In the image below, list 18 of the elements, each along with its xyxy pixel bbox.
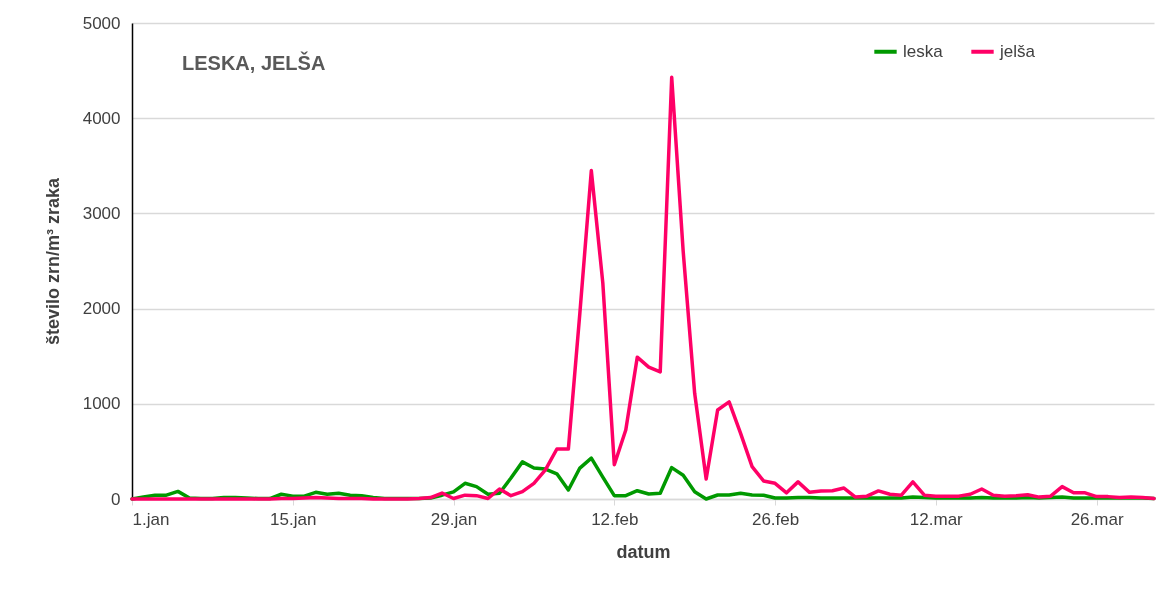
y-axis-title: število zrn/m³ zraka xyxy=(42,176,63,346)
legend-label: leska xyxy=(903,41,944,61)
x-tick-label: 26.mar xyxy=(1070,509,1124,529)
x-tick-label: 12.mar xyxy=(909,509,964,529)
y-tick-label: 3000 xyxy=(82,203,121,223)
y-tick-label: 5000 xyxy=(82,13,121,33)
y-tick-label: 1000 xyxy=(82,394,121,414)
x-axis-title: datum xyxy=(616,541,671,562)
y-tick-label: 2000 xyxy=(82,299,121,319)
text: LESKA, JELŠA xyxy=(182,51,326,74)
x-tick-label: 1.jan xyxy=(132,509,170,529)
y-tick-label: 0 xyxy=(111,489,121,509)
x-tick-label: 15.jan xyxy=(270,509,317,529)
y-tick-label: 4000 xyxy=(82,108,121,128)
legend-label: jelša xyxy=(999,41,1036,61)
x-tick-label: 12.feb xyxy=(591,509,639,529)
x-tick-label: 29.jan xyxy=(430,509,478,529)
x-tick-label: 26.feb xyxy=(751,509,800,529)
